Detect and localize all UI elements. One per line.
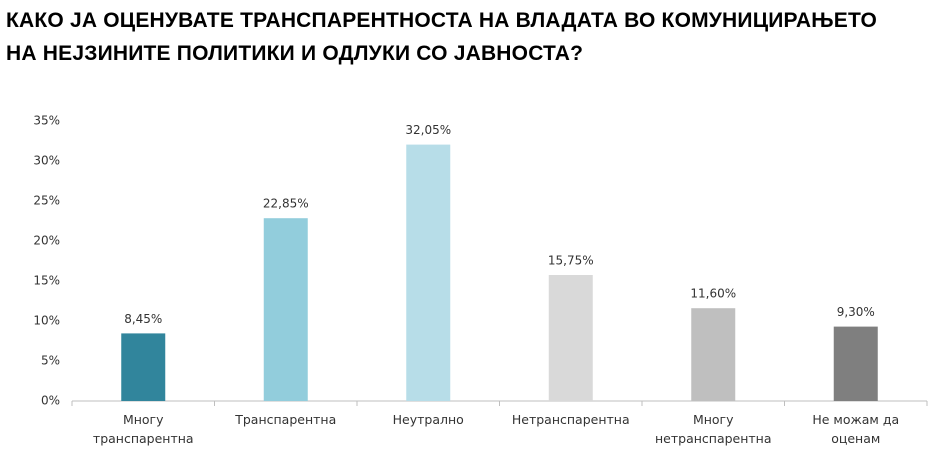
x-tick-label: Неутрално [392, 412, 464, 427]
y-tick-label: 20% [33, 234, 60, 248]
bar [263, 218, 308, 401]
y-tick-label: 15% [33, 274, 60, 288]
value-label: 32,05% [405, 123, 451, 137]
bar [548, 275, 593, 401]
y-tick-label: 0% [41, 394, 60, 408]
value-label: 15,75% [548, 254, 594, 268]
x-tick-label: Транспарентна [235, 412, 337, 427]
x-tick-label: Не можам да оценам [812, 412, 900, 446]
value-label: 9,30% [837, 305, 875, 319]
bar [406, 144, 451, 401]
x-tick-label: Многу нетранспарентна [654, 412, 772, 446]
x-tick-label: Нетранспарентна [511, 412, 630, 427]
y-tick-label: 5% [41, 354, 60, 368]
bar [833, 326, 878, 401]
bar [121, 333, 166, 401]
y-tick-label: 35% [33, 114, 60, 128]
x-tick-label: Многу транспарентна [92, 412, 194, 446]
bar [691, 308, 736, 401]
value-label: 22,85% [263, 197, 309, 211]
y-tick-label: 30% [33, 154, 60, 168]
value-label: 11,60% [690, 287, 736, 301]
y-tick-label: 25% [33, 194, 60, 208]
chart-title: КАКО ЈА ОЦЕНУВАТЕ ТРАНСПАРЕНТНОСТА НА ВЛ… [6, 9, 878, 65]
value-label: 8,45% [124, 312, 162, 326]
y-tick-label: 10% [33, 314, 60, 328]
